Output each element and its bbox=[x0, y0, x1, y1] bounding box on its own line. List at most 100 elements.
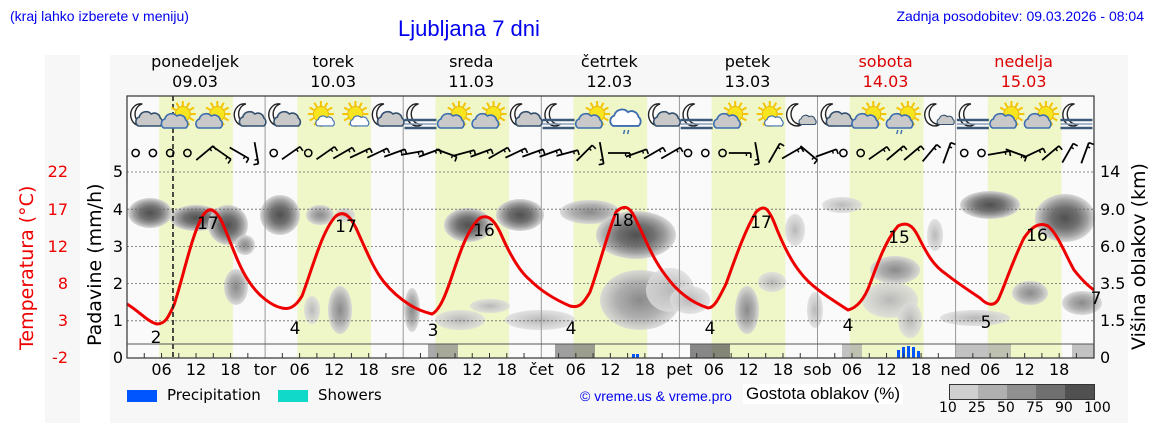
sun-cloud-icon bbox=[471, 101, 507, 129]
wind-barb-icon bbox=[488, 146, 511, 160]
ticks-temp-label: 22 bbox=[47, 162, 68, 181]
ticks-prec-label: 3 bbox=[112, 237, 123, 256]
sun-small-cloud-icon bbox=[756, 101, 784, 127]
calm-wind-icon bbox=[148, 148, 158, 158]
day-date: 13.03 bbox=[724, 72, 771, 91]
cloud-density-level: 100 bbox=[1084, 400, 1111, 416]
calm-wind-icon bbox=[977, 148, 986, 158]
calm-wind-icon bbox=[269, 148, 279, 158]
moon-cloud-icon bbox=[129, 103, 163, 127]
moon-fog-icon bbox=[956, 103, 989, 130]
moon-fog-icon bbox=[542, 103, 575, 130]
moon-cloud-icon bbox=[233, 103, 267, 127]
temperature-value: 4 bbox=[704, 319, 716, 339]
calm-wind-icon bbox=[303, 148, 313, 158]
wind-barb-icon bbox=[253, 142, 260, 166]
wind-barb-icon bbox=[470, 148, 494, 158]
wind-barb-icon bbox=[539, 148, 563, 158]
sun-cloud-icon bbox=[989, 101, 1025, 129]
precipitation-legend-label: Precipitation bbox=[167, 386, 261, 404]
hour-tick-label: 12 bbox=[323, 360, 345, 379]
ticks-temp-label: 3 bbox=[57, 311, 68, 330]
hour-tick-label: pet bbox=[666, 360, 693, 379]
calm-wind-icon bbox=[683, 148, 693, 158]
hour-tick-label: 06 bbox=[565, 360, 586, 379]
hour-tick-label: 18 bbox=[496, 360, 517, 379]
cloud-density-swatch bbox=[978, 384, 1007, 400]
ticks-temp-label: 17 bbox=[47, 200, 68, 219]
wind-barb-icon bbox=[212, 145, 232, 164]
calm-wind-icon bbox=[183, 148, 192, 158]
wind-barb-icon bbox=[903, 145, 925, 161]
moon-fog-icon bbox=[404, 103, 437, 130]
day-header-14.03: sobota 14.03 bbox=[816, 52, 956, 92]
wind-barb-icon bbox=[349, 147, 373, 159]
wind-barb-icon bbox=[315, 145, 339, 161]
calm-wind-icon bbox=[165, 148, 175, 158]
wind-barbs-row bbox=[131, 141, 1094, 166]
cloud-drizzle-icon bbox=[609, 108, 642, 135]
temperature-value: 4 bbox=[842, 316, 854, 336]
moon-cloud-icon bbox=[647, 103, 681, 127]
day-date: 11.03 bbox=[448, 72, 495, 91]
showers-legend-label: Showers bbox=[318, 386, 382, 404]
wind-barb-icon bbox=[281, 145, 304, 161]
sun-cloud-icon bbox=[1023, 101, 1059, 129]
temperature-value: 5 bbox=[980, 313, 992, 333]
moon-cloud-icon bbox=[371, 103, 405, 127]
cloud-density-title: Gostota oblakov (%) bbox=[743, 384, 904, 404]
moon-cloud-icon bbox=[268, 103, 302, 127]
cloud-density-swatch bbox=[1036, 384, 1065, 400]
wind-barb-icon bbox=[1022, 147, 1047, 159]
temperature-value: 17 bbox=[335, 217, 357, 237]
wind-barb-icon bbox=[815, 148, 839, 158]
moon-small-cloud-icon bbox=[924, 103, 955, 127]
ticks-temp-label: 12 bbox=[47, 237, 68, 256]
cloud-density-swatch bbox=[949, 384, 979, 400]
showers-swatch bbox=[278, 390, 308, 402]
temperature-value: 4 bbox=[289, 319, 301, 339]
hour-tick-label: 18 bbox=[910, 360, 932, 379]
hour-tick-label: 12 bbox=[600, 360, 621, 379]
wind-barb-icon bbox=[886, 145, 908, 161]
wind-barb-icon bbox=[1005, 148, 1028, 162]
ticks-prec-label: 2 bbox=[112, 274, 123, 293]
hour-tick-label: čet bbox=[528, 360, 554, 379]
sun-cloud-icon bbox=[851, 101, 887, 129]
wind-barb-icon bbox=[868, 145, 891, 161]
cloud-density-swatch bbox=[1007, 384, 1036, 400]
wind-barb-icon bbox=[728, 152, 752, 158]
wind-barb-icon bbox=[942, 141, 956, 164]
moon-fog-icon bbox=[680, 103, 713, 130]
region-hint: (kraj lahko izberete v meniju) bbox=[10, 8, 189, 24]
wind-barb-icon bbox=[660, 146, 684, 160]
hour-tick-label: 12 bbox=[185, 360, 207, 379]
day-date: 14.03 bbox=[862, 72, 909, 91]
hour-tick-label: 06 bbox=[427, 360, 448, 379]
credit-link[interactable]: © vreme.us & vreme.pro bbox=[580, 388, 732, 404]
ticks-cloud-label: 1.5 bbox=[1100, 311, 1126, 330]
ticks-temp-label: -2 bbox=[52, 348, 68, 367]
day-name: torek bbox=[312, 52, 354, 71]
wind-barb-icon bbox=[781, 146, 805, 160]
moon-small-cloud-icon bbox=[785, 103, 817, 127]
hour-tick-label: sob bbox=[803, 360, 832, 379]
wind-barb-icon bbox=[1061, 142, 1079, 163]
hour-tick-label: 12 bbox=[876, 360, 897, 379]
sun-cloud-icon bbox=[574, 101, 611, 129]
wind-barb-icon bbox=[643, 146, 667, 160]
day-header-10.03: torek 10.03 bbox=[263, 52, 403, 92]
temperature-value: 4 bbox=[565, 319, 577, 339]
calm-wind-icon bbox=[700, 148, 710, 158]
day-header-12.03: četrtek 12.03 bbox=[539, 52, 679, 92]
day-name: sreda bbox=[449, 52, 494, 71]
hour-tick-label: 12 bbox=[1014, 360, 1035, 379]
temperature-value: 18 bbox=[612, 211, 634, 231]
cloud-density-level: 25 bbox=[968, 400, 986, 416]
sun-cloud-drizzle-icon bbox=[885, 101, 921, 135]
hour-tick-label: 18 bbox=[220, 360, 241, 379]
wind-barb-icon bbox=[625, 148, 650, 158]
day-header-13.03: petek 13.03 bbox=[677, 52, 817, 92]
ticks-cloud-label: 9.0 bbox=[1100, 200, 1126, 219]
